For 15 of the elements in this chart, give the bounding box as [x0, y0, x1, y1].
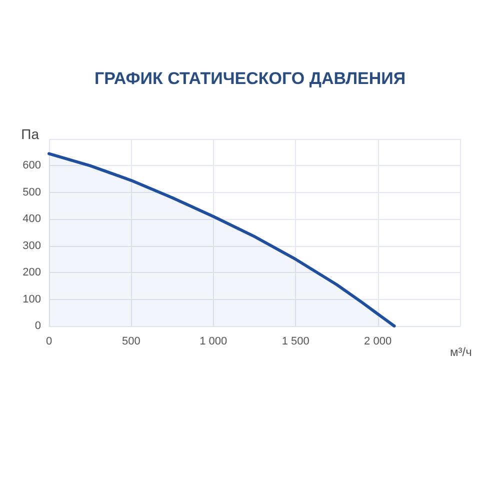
y-tick-label: 600	[22, 160, 41, 172]
x-axis-title: м³/ч	[450, 345, 472, 359]
x-tick-label: 1 500	[282, 336, 310, 348]
y-tick-label: 400	[22, 213, 41, 226]
chart-title: ГРАФИК СТАТИЧЕСКОГО ДАВЛЕНИЯ	[94, 69, 406, 88]
x-tick-label: 2 000	[364, 336, 392, 348]
y-tick-label: 300	[22, 240, 41, 252]
y-tick-label: 200	[22, 266, 41, 279]
y-tick-label: 100	[22, 293, 41, 306]
x-tick-label: 500	[122, 336, 140, 348]
y-axis-title: Па	[21, 126, 40, 142]
x-tick-label: 1 000	[200, 336, 228, 348]
x-tick-label: 0	[46, 336, 52, 348]
y-tick-label: 500	[22, 186, 41, 198]
y-tick-label: 0	[34, 320, 41, 332]
